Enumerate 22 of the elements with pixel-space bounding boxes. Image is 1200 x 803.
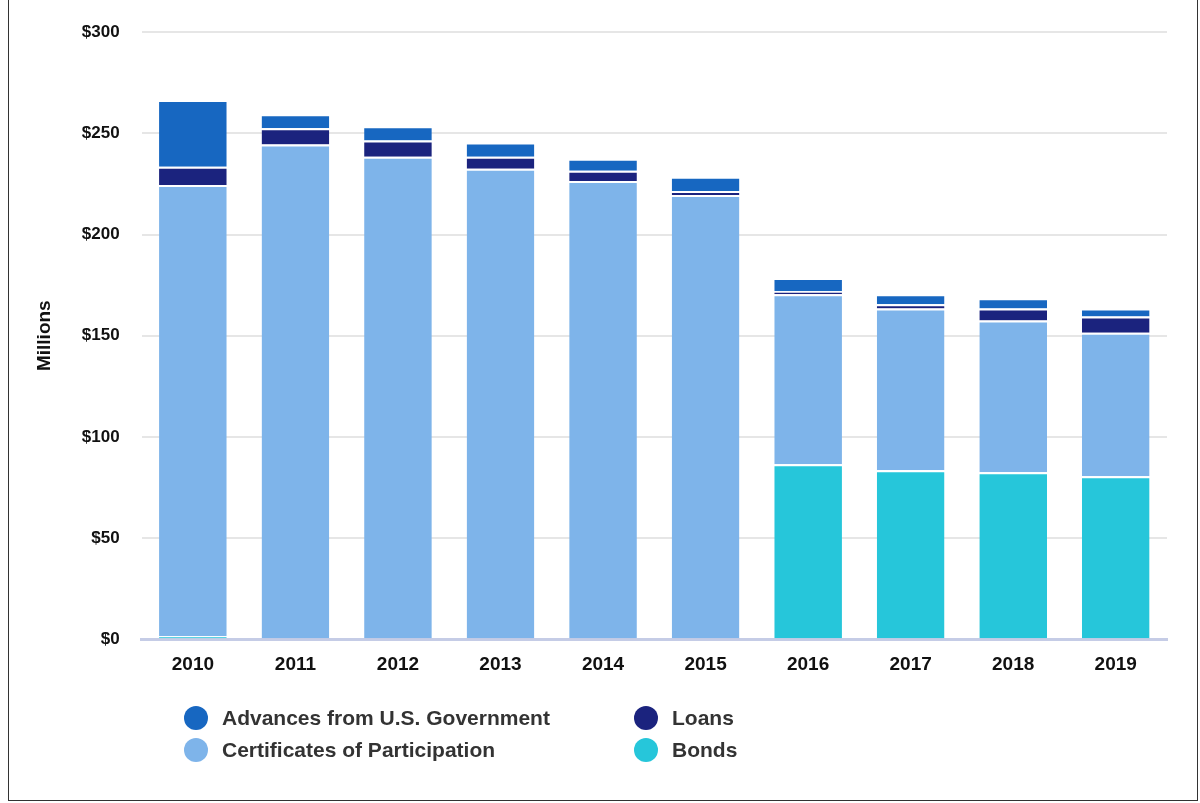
x-tick-label: 2013	[479, 652, 522, 674]
x-tick-label: 2017	[889, 652, 932, 674]
y-tick-label: $300	[81, 21, 120, 41]
x-tick-label: 2015	[684, 652, 728, 674]
x-tick-label: 2019	[1094, 652, 1137, 674]
legend-label: Bonds	[672, 738, 738, 762]
y-tick-label: $100	[81, 426, 120, 446]
y-axis-title: Millions	[32, 300, 54, 372]
y-tick-label: $200	[81, 224, 120, 244]
x-tick-label: 2018	[992, 652, 1035, 674]
y-tick-label: $50	[91, 527, 120, 547]
x-tick-label: 2011	[274, 652, 317, 674]
legend-label: Advances from U.S. Government	[222, 706, 550, 730]
x-tick-label: 2012	[376, 652, 420, 674]
y-tick-label: $250	[81, 123, 120, 143]
legend-label: Certificates of Participation	[222, 738, 496, 762]
x-tick-label: 2014	[581, 652, 625, 674]
y-tick-label: $0	[100, 628, 120, 648]
x-tick-label: 2016	[786, 652, 830, 674]
x-tick-label: 2010	[171, 652, 215, 674]
legend-label: Loans	[672, 706, 734, 730]
y-tick-label: $150	[81, 325, 120, 345]
